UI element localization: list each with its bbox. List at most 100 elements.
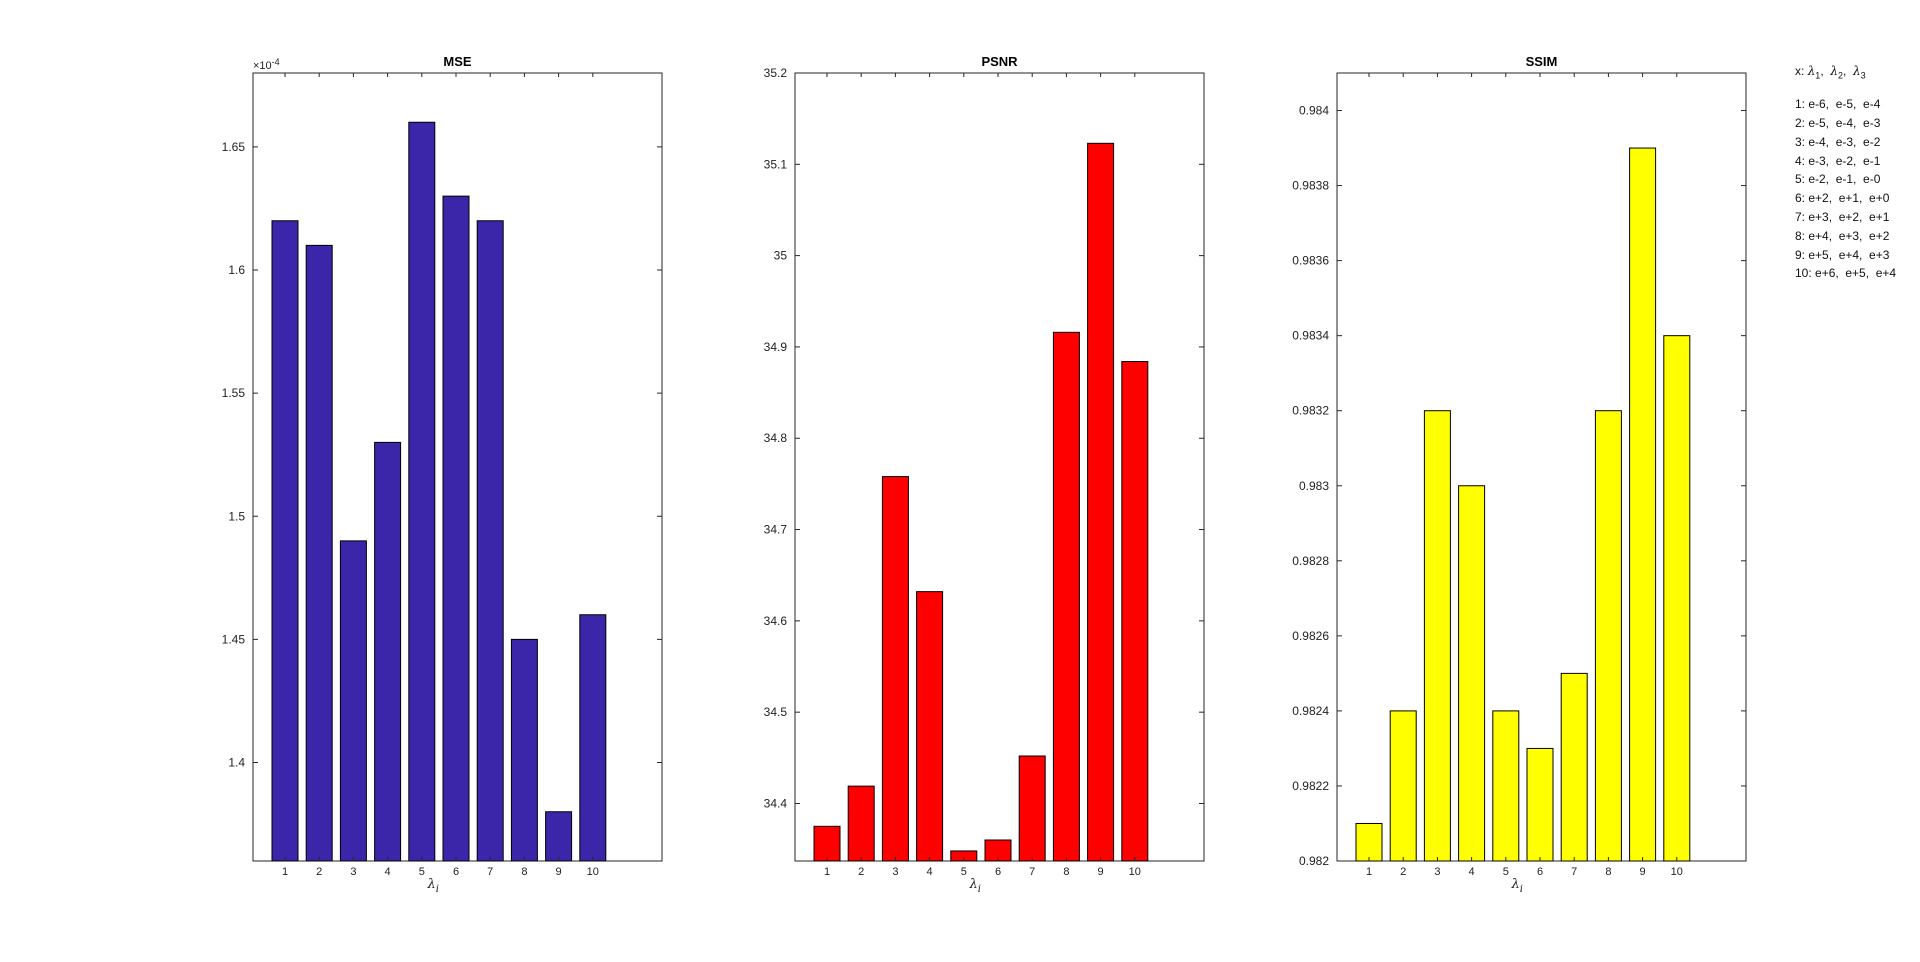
x-axis-label: λi bbox=[1511, 877, 1523, 895]
x-tick-label: 6 bbox=[453, 866, 459, 878]
y-tick-label: 0.9834 bbox=[1292, 329, 1329, 343]
x-tick-label: 9 bbox=[1640, 866, 1646, 878]
y-tick-label: 0.9838 bbox=[1292, 179, 1329, 193]
x-tick-label: 10 bbox=[587, 866, 599, 878]
lambda-legend: x: λ1, λ2, λ3 1: e-6, e-5, e-4 2: e-5, e… bbox=[1795, 62, 1896, 283]
y-tick-label: 0.9828 bbox=[1292, 554, 1329, 568]
y-tick-label: 0.9822 bbox=[1292, 779, 1329, 793]
y-tick-label: 1.4 bbox=[228, 756, 245, 770]
y-tick-label: 1.65 bbox=[222, 140, 246, 154]
x-tick-label: 5 bbox=[1503, 866, 1509, 878]
bar bbox=[476, 220, 504, 862]
x-tick-label: 2 bbox=[316, 866, 322, 878]
x-tick-label: 1 bbox=[282, 866, 288, 878]
bar bbox=[374, 441, 402, 862]
bar bbox=[847, 785, 875, 862]
x-tick-label: 9 bbox=[1098, 866, 1104, 878]
x-tick-label: 6 bbox=[995, 866, 1001, 878]
chart-title: SSIM bbox=[1526, 54, 1558, 69]
bar bbox=[339, 540, 367, 862]
bar bbox=[1355, 822, 1383, 862]
bar bbox=[1121, 361, 1149, 862]
y-tick-label: 0.982 bbox=[1299, 854, 1329, 868]
legend-row: 7: e+3, e+2, e+1 bbox=[1795, 209, 1890, 224]
x-tick-label: 9 bbox=[556, 866, 562, 878]
bar bbox=[813, 825, 841, 862]
x-tick-label: 4 bbox=[385, 866, 391, 878]
y-tick-label: 34.4 bbox=[764, 796, 788, 810]
bar bbox=[510, 638, 538, 862]
x-tick-label: 3 bbox=[892, 866, 898, 878]
bar bbox=[881, 476, 909, 862]
y-tick-label: 1.5 bbox=[228, 509, 245, 523]
x-tick-label: 4 bbox=[1469, 866, 1475, 878]
y-tick-label: 35.2 bbox=[764, 66, 788, 80]
bar bbox=[1423, 410, 1451, 862]
bar bbox=[1594, 410, 1622, 862]
bar bbox=[1492, 710, 1520, 862]
chart-title: MSE bbox=[443, 54, 472, 69]
bar bbox=[1458, 485, 1486, 862]
x-tick-label: 8 bbox=[1605, 866, 1611, 878]
legend-row: 9: e+5, e+4, e+3 bbox=[1795, 247, 1890, 262]
x-tick-label: 2 bbox=[858, 866, 864, 878]
y-tick-label: 0.9836 bbox=[1292, 254, 1329, 268]
y-tick-label: 34.7 bbox=[764, 523, 788, 537]
legend-row: 4: e-3, e-2, e-1 bbox=[1795, 153, 1881, 168]
x-tick-label: 7 bbox=[487, 866, 493, 878]
x-tick-label: 4 bbox=[927, 866, 933, 878]
bar bbox=[1629, 147, 1657, 862]
x-tick-label: 10 bbox=[1129, 866, 1141, 878]
bar bbox=[1526, 747, 1554, 862]
bar bbox=[916, 591, 944, 862]
bar bbox=[579, 614, 607, 862]
legend-row: 1: e-6, e-5, e-4 bbox=[1795, 97, 1881, 112]
y-tick-label: 35 bbox=[774, 249, 788, 263]
bar bbox=[271, 220, 299, 862]
x-tick-label: 2 bbox=[1400, 866, 1406, 878]
y-tick-label: 0.983 bbox=[1299, 479, 1329, 493]
legend-row: 8: e+4, e+3, e+2 bbox=[1795, 228, 1890, 243]
bar bbox=[442, 195, 470, 862]
legend-header-prefix: x: bbox=[1795, 64, 1805, 78]
x-tick-label: 5 bbox=[419, 866, 425, 878]
bar bbox=[1018, 755, 1046, 862]
bar bbox=[545, 811, 573, 862]
x-tick-label: 7 bbox=[1029, 866, 1035, 878]
x-axis-label: λi bbox=[969, 877, 981, 895]
bar bbox=[1087, 142, 1115, 862]
legend-row: 2: e-5, e-4, e-3 bbox=[1795, 115, 1881, 130]
legend-row: 3: e-4, e-3, e-2 bbox=[1795, 134, 1881, 149]
y-tick-label: 34.6 bbox=[764, 614, 788, 628]
x-tick-label: 7 bbox=[1571, 866, 1577, 878]
x-tick-label: 3 bbox=[1434, 866, 1440, 878]
legend-row: 10: e+6, e+5, e+4 bbox=[1795, 266, 1897, 281]
bar bbox=[1663, 335, 1691, 862]
y-tick-label: 0.9832 bbox=[1292, 404, 1329, 418]
bar bbox=[1560, 672, 1588, 862]
x-tick-label: 8 bbox=[1063, 866, 1069, 878]
bar bbox=[1052, 331, 1080, 862]
legend-row: 6: e+2, e+1, e+0 bbox=[1795, 191, 1890, 206]
y-tick-label: 1.6 bbox=[228, 263, 245, 277]
x-tick-label: 10 bbox=[1671, 866, 1683, 878]
y-tick-label: 0.9824 bbox=[1292, 704, 1329, 718]
y-tick-label: 35.1 bbox=[764, 157, 788, 171]
y-tick-label: 34.9 bbox=[764, 340, 788, 354]
y-tick-label: 0.984 bbox=[1299, 104, 1329, 118]
x-tick-label: 1 bbox=[1366, 866, 1372, 878]
legend-header: x: λ1, λ2, λ3 bbox=[1795, 64, 1866, 81]
x-tick-label: 3 bbox=[350, 866, 356, 878]
x-axis-label: λi bbox=[427, 877, 439, 895]
y-tick-label: 0.9826 bbox=[1292, 629, 1329, 643]
y-exponent-label: ×10-4 bbox=[253, 57, 280, 72]
x-tick-label: 6 bbox=[1537, 866, 1543, 878]
y-tick-label: 34.5 bbox=[764, 705, 788, 719]
y-tick-label: 1.45 bbox=[222, 632, 246, 646]
bar bbox=[1389, 710, 1417, 862]
bar bbox=[305, 244, 333, 862]
y-tick-label: 1.55 bbox=[222, 386, 246, 400]
legend-row: 5: e-2, e-1, e-0 bbox=[1795, 172, 1881, 187]
chart-title: PSNR bbox=[981, 54, 1018, 69]
